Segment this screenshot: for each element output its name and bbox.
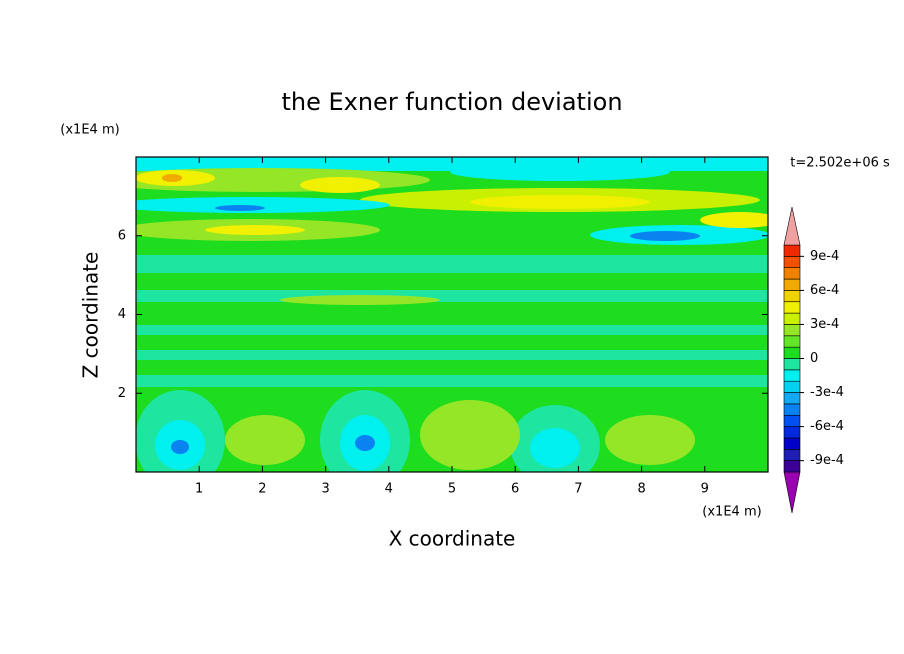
colorbar-label: -6e-4 <box>810 419 844 434</box>
colorbar-box <box>783 403 801 416</box>
contour-field <box>136 157 768 472</box>
colorbar-box <box>783 256 801 269</box>
colorbar-box <box>783 346 801 359</box>
colorbar-box <box>783 312 801 325</box>
chart-title: the Exner function deviation <box>281 88 622 116</box>
colorbar-box <box>783 267 801 280</box>
time-label: t=2.502e+06 s <box>790 156 890 171</box>
colorbar-box <box>783 369 801 382</box>
x-tick-label: 8 <box>637 482 645 497</box>
colorbar-box <box>783 426 801 439</box>
colorbar-over <box>783 206 801 246</box>
x-tick-label: 3 <box>321 482 329 497</box>
y-tick-label: 2 <box>118 386 126 401</box>
colorbar-box <box>783 380 801 393</box>
colorbar-box <box>783 244 801 257</box>
x-tick-label: 9 <box>701 482 709 497</box>
colorbar-box <box>783 414 801 427</box>
colorbar-box <box>783 392 801 405</box>
x-axis-label: X coordinate <box>389 527 516 551</box>
y-tick-label: 4 <box>118 307 126 322</box>
colorbar-box <box>783 324 801 337</box>
colorbar-label: -9e-4 <box>810 453 844 468</box>
x-tick-label: 2 <box>258 482 266 497</box>
y-axis-label: Z coordinate <box>79 252 103 379</box>
x-tick-label: 6 <box>511 482 519 497</box>
colorbar-box <box>783 437 801 450</box>
colorbar-box <box>783 278 801 291</box>
x-tick-label: 7 <box>574 482 582 497</box>
colorbar-under <box>783 471 801 514</box>
colorbar-label: 3e-4 <box>810 317 839 332</box>
colorbar-box <box>783 335 801 348</box>
y-unit: (x1E4 m) <box>60 123 119 138</box>
colorbar-box <box>783 448 801 461</box>
x-tick-label: 4 <box>385 482 393 497</box>
x-tick-label: 1 <box>195 482 203 497</box>
y-tick-label: 6 <box>118 228 126 243</box>
x-tick-label: 5 <box>448 482 456 497</box>
colorbar-label: 0 <box>810 351 818 366</box>
colorbar-box <box>783 301 801 314</box>
colorbar-box <box>783 358 801 371</box>
colorbar-box <box>783 460 801 473</box>
colorbar-label: 6e-4 <box>810 283 839 298</box>
colorbar-box <box>783 290 801 303</box>
colorbar-label: 9e-4 <box>810 249 839 264</box>
x-unit: (x1E4 m) <box>702 505 761 520</box>
colorbar-label: -3e-4 <box>810 385 844 400</box>
